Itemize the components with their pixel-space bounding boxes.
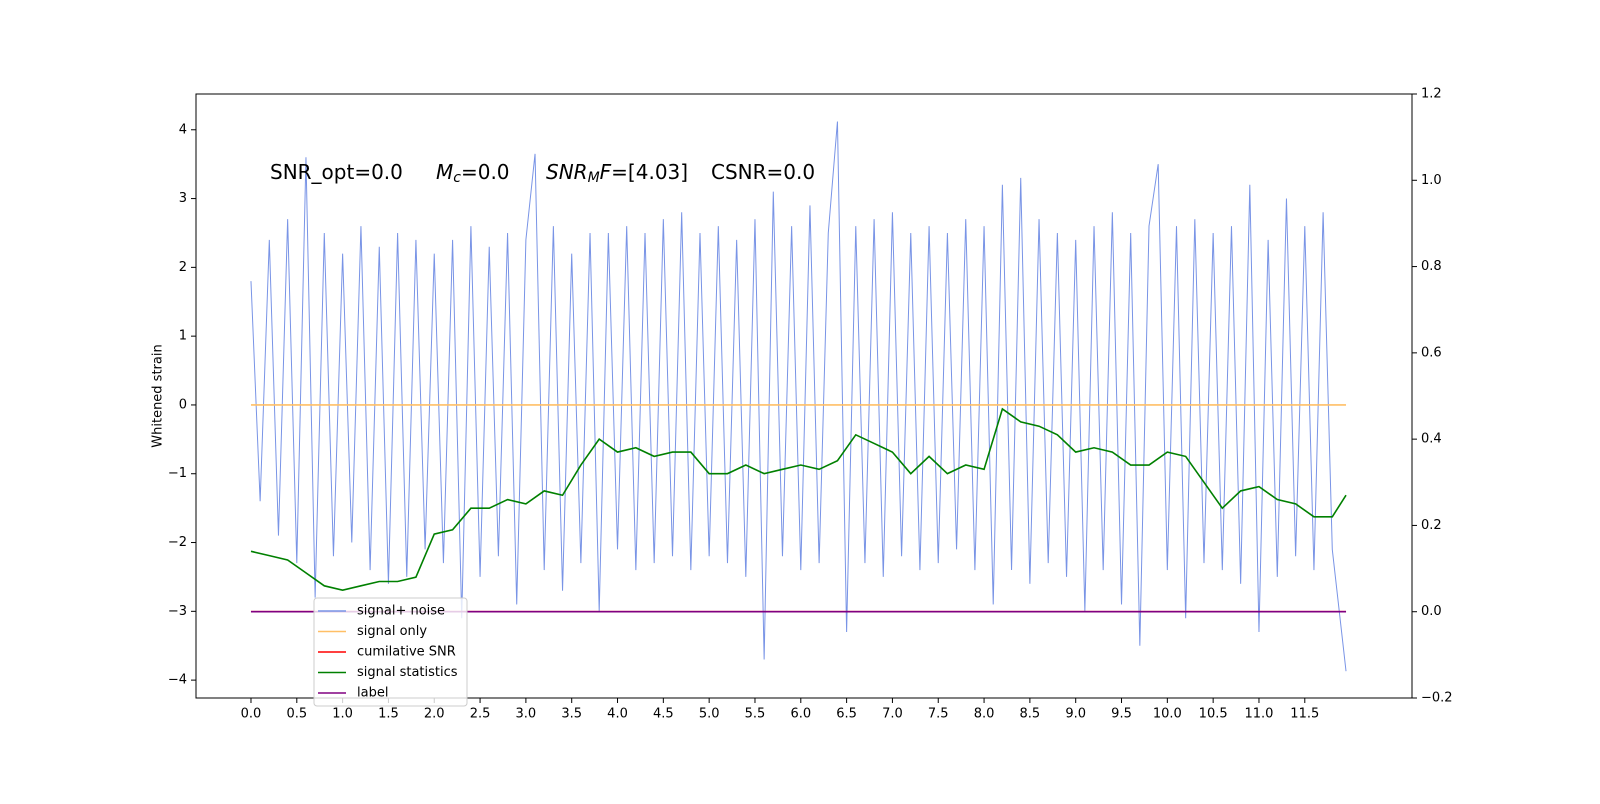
y-axis-label: Whitened strain [151, 344, 166, 447]
y-tick-label: −3 [168, 604, 187, 619]
x-tick-label: 5.5 [745, 707, 766, 722]
x-tick-label: 5.0 [699, 707, 720, 722]
annotation-part: SNR_opt=0.0 [270, 160, 403, 184]
x-tick-label: 8.0 [974, 707, 995, 722]
annotation-part: M [588, 170, 600, 186]
annotation-part: c [453, 170, 461, 186]
annotation-part: =0.0 [461, 160, 510, 184]
x-tick-label: 11.5 [1290, 707, 1319, 722]
x-tick-label: 6.0 [790, 707, 811, 722]
y-tick-label: −4 [168, 673, 187, 688]
y2-tick-label: 0.2 [1421, 518, 1442, 533]
annotation: Mc=0.0 [436, 160, 510, 187]
y-tick-label: 1 [179, 329, 187, 344]
x-tick-label: 0.0 [241, 707, 262, 722]
y2-tick-label: 1.2 [1421, 87, 1442, 102]
legend-label: signal+ noise [357, 604, 445, 619]
y2-tick-label: 0.6 [1421, 345, 1442, 360]
x-tick-label: 3.5 [561, 707, 582, 722]
annotation-part: M [436, 160, 453, 184]
x-tick-label: 4.5 [653, 707, 674, 722]
annotation-part: F [600, 160, 612, 184]
series-line [250, 121, 1347, 672]
y-tick-label: 2 [179, 260, 187, 275]
annotation-part: =[4.03] [611, 160, 688, 184]
x-tick-label: 9.0 [1065, 707, 1086, 722]
y2-tick-label: 0.8 [1421, 259, 1442, 274]
x-tick-label: 9.5 [1111, 707, 1132, 722]
x-tick-label: 2.0 [424, 707, 445, 722]
y2-tick-label: 0.4 [1421, 432, 1442, 447]
y2-tick-label: 0.0 [1421, 604, 1442, 619]
annotation-part: SNR [546, 160, 588, 184]
legend: signal+ noise signal only cumilative SNR si… [313, 597, 468, 707]
x-tick-label: 10.5 [1199, 707, 1228, 722]
y-tick-label: 3 [179, 191, 187, 206]
x-tick-label: 4.0 [607, 707, 628, 722]
y-tick-label: −1 [168, 466, 187, 481]
annotation: SNRMF=[4.03] [546, 160, 688, 187]
plot-frame [195, 93, 1413, 699]
y2-tick-label: 1.0 [1421, 173, 1442, 188]
legend-box [313, 597, 468, 707]
legend-label: label [357, 686, 388, 701]
y-tick-label: 4 [179, 122, 187, 137]
series-line [250, 407, 1347, 591]
x-tick-label: 7.0 [882, 707, 903, 722]
x-tick-label: 1.0 [332, 707, 353, 722]
x-tick-label: 8.5 [1020, 707, 1041, 722]
x-tick-label: 10.0 [1153, 707, 1182, 722]
annotation: CSNR=0.0 [711, 160, 815, 184]
x-tick-label: 0.5 [286, 707, 307, 722]
legend-label: signal only [357, 624, 427, 639]
y-tick-label: −2 [168, 535, 187, 550]
annotation: SNR_opt=0.0 [270, 160, 403, 184]
y-tick-label: 0 [179, 397, 187, 412]
legend-label: signal statistics [357, 665, 458, 680]
legend-label: cumilative SNR [357, 645, 456, 660]
x-tick-label: 1.5 [378, 707, 399, 722]
annotation-part: CSNR=0.0 [711, 160, 815, 184]
x-tick-label: 11.0 [1244, 707, 1273, 722]
x-tick-label: 3.0 [516, 707, 537, 722]
x-tick-label: 7.5 [928, 707, 949, 722]
y2-tick-label: −0.2 [1421, 691, 1453, 706]
x-tick-label: 6.5 [836, 707, 857, 722]
x-tick-label: 2.5 [470, 707, 491, 722]
